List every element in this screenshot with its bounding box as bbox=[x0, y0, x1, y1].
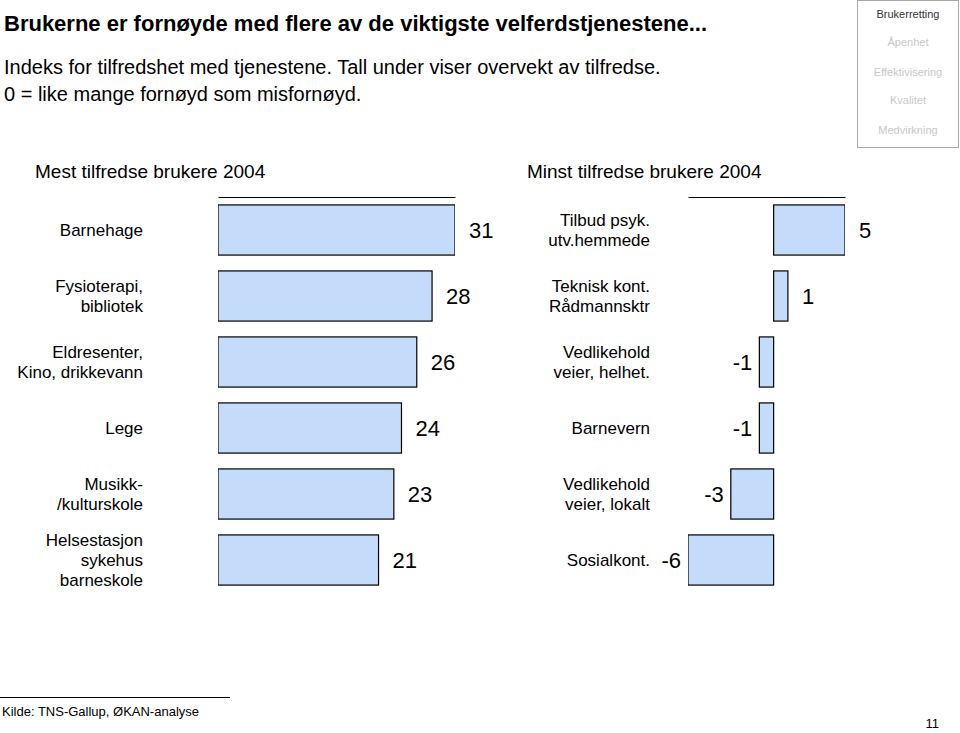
data-label: 28 bbox=[446, 284, 470, 309]
category-label: Barnehage bbox=[60, 221, 143, 240]
tick: Sosialkont. bbox=[567, 551, 650, 570]
source-rule bbox=[0, 697, 230, 698]
nav-item: Effektivisering bbox=[874, 66, 942, 78]
page-number: 11 bbox=[926, 716, 940, 731]
bar bbox=[759, 337, 773, 387]
nav-item: Kvalitet bbox=[890, 94, 926, 106]
tick: Barnehage bbox=[60, 221, 143, 240]
bar bbox=[731, 469, 774, 519]
data-label: 21 bbox=[393, 548, 417, 573]
category-label: Vedlikeholdveier, helhet. bbox=[554, 343, 650, 382]
category-label: Musikk-/kulturskole bbox=[57, 475, 143, 514]
data-label: 24 bbox=[415, 416, 439, 441]
data-label: 31 bbox=[469, 218, 493, 243]
nav-item: Åpenhet bbox=[888, 36, 929, 48]
bar bbox=[218, 337, 417, 387]
tick: Musikk-/kulturskole bbox=[57, 475, 143, 514]
category-label: Helsestasjonsykehusbarneskole bbox=[46, 531, 143, 591]
chart-title: Mest tilfredse brukere 2004 bbox=[35, 161, 266, 182]
chart: Mest tilfredse brukere 2004 Barnehage Fysi… bbox=[17, 161, 493, 590]
data-label: 23 bbox=[408, 482, 432, 507]
data-label: -6 bbox=[661, 548, 681, 573]
bar bbox=[688, 535, 774, 585]
page: Brukerne er fornøyde med flere av de vik… bbox=[0, 0, 960, 733]
bar bbox=[759, 403, 773, 453]
x-axis bbox=[219, 197, 456, 199]
tick: Vedlikeholdveier, lokalt bbox=[563, 475, 650, 514]
axis-line bbox=[219, 197, 456, 198]
chart-title: Minst tilfredse brukere 2004 bbox=[527, 161, 762, 182]
tick: Vedlikeholdveier, helhet. bbox=[554, 343, 650, 382]
axis-line bbox=[689, 197, 846, 198]
tick: Helsestasjonsykehusbarneskole bbox=[46, 531, 143, 591]
tick: Fysioterapi,bibliotek bbox=[55, 277, 143, 316]
nav-item: Brukerretting bbox=[877, 8, 940, 20]
bar bbox=[774, 205, 845, 255]
data-labels: 31 28 26 24 23 21 bbox=[393, 218, 494, 573]
source: Kilde: TNS-Gallup, ØKAN-analyse bbox=[2, 704, 199, 719]
bar bbox=[218, 469, 394, 519]
nav-box bbox=[858, 1, 959, 148]
category-label: Eldresenter,Kino, drikkevann bbox=[17, 343, 143, 382]
category-label: Sosialkont. bbox=[567, 551, 650, 570]
data-label: -3 bbox=[704, 482, 724, 507]
data-label: 26 bbox=[431, 350, 455, 375]
data-label: 1 bbox=[802, 284, 814, 309]
chart: Minst tilfredse brukere 2004 Tilbud psyk.… bbox=[527, 161, 871, 585]
tick: Tilbud psyk.utv.hemmede bbox=[548, 211, 650, 250]
tick: Teknisk kont.Rådmannsktr bbox=[549, 277, 650, 316]
category-label: Fysioterapi,bibliotek bbox=[55, 277, 143, 316]
tick: Lege bbox=[105, 419, 143, 438]
bar bbox=[218, 403, 401, 453]
subtitle: Indeks for tilfredshet med tjenestene. T… bbox=[4, 56, 661, 78]
tick: Eldresenter,Kino, drikkevann bbox=[17, 343, 143, 382]
category-label: Barnevern bbox=[572, 419, 650, 438]
category-label: Tilbud psyk.utv.hemmede bbox=[548, 211, 650, 250]
data-label: -1 bbox=[733, 350, 753, 375]
data-label: 5 bbox=[859, 218, 871, 243]
nav-item: Medvirkning bbox=[878, 124, 937, 136]
bars bbox=[218, 205, 455, 585]
bar bbox=[218, 271, 432, 321]
x-axis bbox=[689, 197, 846, 199]
bars bbox=[688, 205, 845, 585]
data-label: -1 bbox=[733, 416, 753, 441]
subtitle: 0 = like mange fornøyd som misfornøyd. bbox=[4, 83, 361, 105]
tick: Barnevern bbox=[572, 419, 650, 438]
bar bbox=[774, 271, 788, 321]
bar bbox=[218, 205, 455, 255]
category-label: Teknisk kont.Rådmannsktr bbox=[549, 277, 650, 316]
category-label: Vedlikeholdveier, lokalt bbox=[563, 475, 650, 514]
category-label: Lege bbox=[105, 419, 143, 438]
bar bbox=[218, 535, 379, 585]
y-axis: Tilbud psyk.utv.hemmede Teknisk kont.Rådm… bbox=[548, 211, 650, 570]
y-axis: Barnehage Fysioterapi,bibliotek Eldresente… bbox=[17, 221, 143, 590]
data-labels: 5 1 -1 -1 -3 -6 bbox=[661, 218, 871, 573]
title: Brukerne er fornøyde med flere av de vik… bbox=[4, 11, 707, 36]
